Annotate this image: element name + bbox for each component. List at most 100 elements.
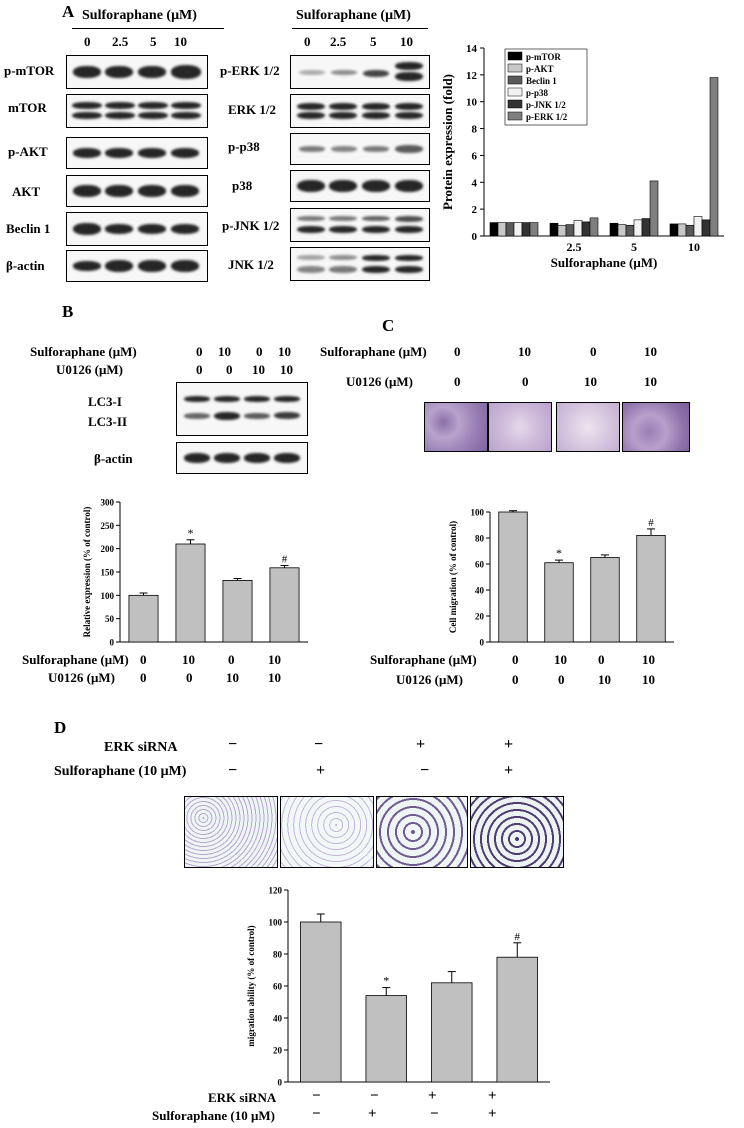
sign-label: − (312, 1106, 321, 1122)
bar (513, 222, 523, 237)
sign-label: + (416, 736, 426, 753)
dose-label: 10 (644, 344, 657, 359)
panel-d-letter: D (54, 718, 67, 737)
dose-label: 5 (370, 34, 377, 49)
y-tick-label: 100 (101, 591, 115, 601)
blot-label: p-mTOR (4, 63, 55, 78)
blot-label: LC3-II (88, 414, 128, 429)
migration-ability-chart: 0 20 40 60 80 100 120 * # migration ability (% of… (246, 886, 550, 1088)
migration-micrograph (556, 402, 620, 452)
legend-label: p-p38 (526, 88, 549, 98)
relative-expression-chart: 0 50 100 150 200 250 300 * # Relative expression … (82, 498, 308, 648)
bar (269, 567, 300, 643)
y-tick-label: 2 (472, 204, 478, 216)
bar (544, 562, 574, 643)
treatment-label: Sulforaphane (μM) (320, 344, 427, 359)
dose-label: 10 (278, 344, 291, 359)
y-axis-label: Relative expression (% of control) (82, 507, 92, 638)
dose-label: 0 (598, 652, 605, 667)
sign-label: + (368, 1106, 377, 1122)
bar (505, 222, 515, 237)
legend-label: p-ERK 1/2 (526, 112, 568, 122)
bar (590, 557, 620, 643)
dose-label: 0 (140, 670, 147, 685)
sign-label: + (488, 1088, 497, 1104)
treatment-label: ERK siRNA (104, 740, 178, 755)
x-tick-label: 10 (688, 240, 700, 254)
y-tick-label: 80 (475, 534, 485, 544)
dose-label: 0 (558, 672, 565, 687)
y-tick-label: 80 (273, 950, 283, 960)
legend-swatch (507, 75, 523, 85)
x-tick-label: 2.5 (567, 240, 582, 254)
y-tick-label: 250 (101, 521, 115, 531)
blot-label: AKT (12, 184, 41, 199)
blot-akt (66, 175, 208, 207)
panel-c-letter: C (382, 316, 395, 335)
bar (636, 535, 666, 643)
blot-beta-actin-b (176, 442, 308, 474)
blot-label: Beclin 1 (6, 221, 51, 236)
blot-label: ERK 1/2 (228, 102, 277, 117)
bar (709, 77, 719, 237)
y-tick-label: 300 (101, 498, 115, 508)
dose-label: 0 (454, 374, 461, 389)
y-tick-label: 12 (466, 70, 478, 82)
blot-label: JNK 1/2 (228, 257, 274, 272)
migration-micrograph (424, 402, 488, 452)
sign-label: − (228, 736, 238, 753)
bar (609, 222, 619, 237)
dose-label: 5 (150, 34, 157, 49)
blot-label: p-p38 (228, 139, 260, 154)
bar (175, 543, 206, 643)
y-tick-label: 50 (105, 614, 115, 624)
blot-lc3 (176, 382, 308, 436)
panel-a-letter: A (62, 2, 75, 21)
dose-label: 10 (226, 670, 239, 685)
dose-label: 10 (554, 652, 567, 667)
sign-label: + (316, 762, 326, 779)
dose-label: 0 (304, 34, 311, 49)
dose-label: 10 (218, 344, 231, 359)
cell-migration-chart: 0 20 40 60 80 100 * # Cell migration (% of contr… (448, 508, 674, 648)
protein-expression-chart: 0 2 4 6 8 10 12 14 2.5 5 10 Sulforaphane (μM) Protei… (440, 43, 724, 270)
bar (633, 219, 643, 237)
blot-p38 (290, 170, 430, 202)
treatment-label: U0126 (μM) (396, 672, 463, 687)
bar (222, 580, 253, 643)
sign-label: + (504, 762, 514, 779)
treatment-label: U0126 (μM) (346, 374, 413, 389)
bar (625, 224, 635, 237)
dose-label: 10 (280, 362, 293, 377)
bar (617, 224, 627, 237)
significance-hash: # (648, 517, 654, 529)
dose-label: 10 (268, 670, 281, 685)
dose-label: 0 (196, 362, 203, 377)
blot-label: β-actin (6, 258, 45, 273)
blot-label: p38 (232, 178, 253, 193)
bar (589, 217, 599, 237)
blot-label: mTOR (8, 100, 47, 115)
bar (498, 511, 528, 643)
y-tick-label: 120 (269, 886, 283, 896)
sign-label: + (504, 736, 514, 753)
blot-mtor (66, 94, 208, 128)
blot-label: p-JNK 1/2 (222, 218, 280, 233)
y-tick-label: 0 (472, 231, 478, 243)
panel-a-left-underline (72, 28, 224, 29)
significance-star: * (383, 974, 389, 988)
y-tick-label: 6 (472, 150, 478, 162)
sign-label: − (430, 1106, 439, 1122)
treatment-label: ERK siRNA (208, 1090, 277, 1105)
dose-label: 2.5 (330, 34, 347, 49)
bar (701, 219, 711, 237)
bar (649, 180, 659, 237)
bar (431, 982, 473, 1083)
y-tick-label: 200 (101, 544, 115, 554)
y-tick-label: 14 (466, 43, 478, 55)
dose-label: 10 (642, 652, 655, 667)
sign-label: − (314, 736, 324, 753)
panel-a-right-header: Sulforaphane (μM) (296, 8, 411, 23)
dose-label: 10 (584, 374, 597, 389)
dose-label: 10 (252, 362, 265, 377)
